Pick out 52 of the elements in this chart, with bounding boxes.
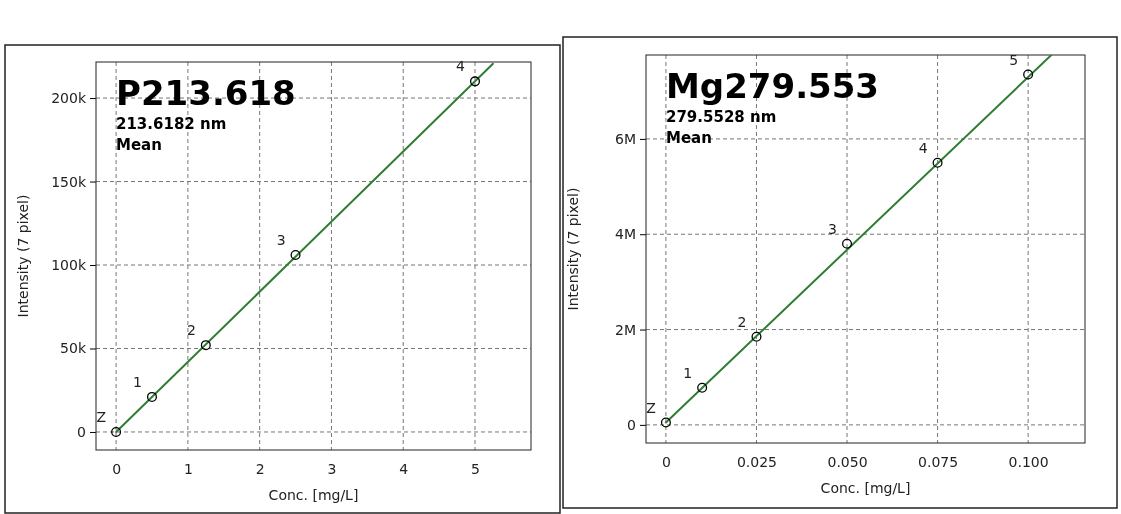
y-tick-label: 4M <box>615 226 636 243</box>
point <box>697 382 708 393</box>
text: 279.5528 nm <box>666 108 777 126</box>
y-tick-label: 100k <box>51 257 87 273</box>
annotation: 4 <box>918 139 928 156</box>
point <box>469 76 481 87</box>
x-tick-label: 2 <box>255 460 265 477</box>
point <box>842 238 853 249</box>
y-tick-label: 6M <box>615 130 636 147</box>
y-axis-title: Intensity (7 pixel) <box>565 187 581 311</box>
y-tick-label: 0 <box>77 423 86 440</box>
x-tick-label: 0 <box>112 460 122 477</box>
annotation: 4 <box>456 58 466 75</box>
point <box>200 340 211 351</box>
annotation: Mean <box>666 129 712 147</box>
y-tick-label: 150k <box>51 173 87 190</box>
annotation: 1 <box>133 373 142 390</box>
annotation: Z <box>96 408 107 425</box>
x-tick-label: 0 <box>661 453 671 470</box>
x-tick-label: 0.025 <box>736 453 778 470</box>
annotation: 3 <box>828 220 838 237</box>
annotation: 5 <box>1009 51 1019 68</box>
point <box>660 417 671 428</box>
y-tick-label: 2M <box>615 321 636 338</box>
x-tick-label: 0.050 <box>827 453 868 470</box>
x-tick-label: 5 <box>471 460 480 477</box>
annotation: 3 <box>276 232 286 248</box>
y-axis-title: Intensity (7 pixel) <box>15 194 31 318</box>
x-tick-label: 0.075 <box>918 453 959 470</box>
annotation: 2 <box>186 322 196 339</box>
chart-title: Mg279.553 <box>666 66 880 106</box>
y-tick-label: 0 <box>627 416 636 433</box>
x-tick-label: 4 <box>399 460 409 477</box>
chart-title: P213.618 <box>116 73 296 113</box>
annotation: 1 <box>683 364 693 381</box>
annotation: Mean <box>116 136 162 154</box>
y-tick-label: 50k <box>60 340 87 357</box>
point <box>751 331 762 342</box>
point <box>146 391 158 402</box>
x-axis-title: Conc. [mg/L] <box>268 487 359 503</box>
annotation: 2 <box>737 313 747 330</box>
point <box>1023 69 1034 80</box>
text: 213.6182 nm <box>116 115 227 133</box>
point <box>290 249 301 261</box>
point <box>932 157 943 168</box>
x-tick-label: 1 <box>183 460 193 477</box>
point <box>111 426 122 437</box>
x-tick-label: 0.100 <box>1008 453 1049 470</box>
x-tick-label: 3 <box>327 460 337 477</box>
annotation: Z <box>646 399 656 416</box>
x-axis-title: Conc. [mg/L] <box>820 480 911 496</box>
y-tick-label: 200k <box>51 90 87 107</box>
